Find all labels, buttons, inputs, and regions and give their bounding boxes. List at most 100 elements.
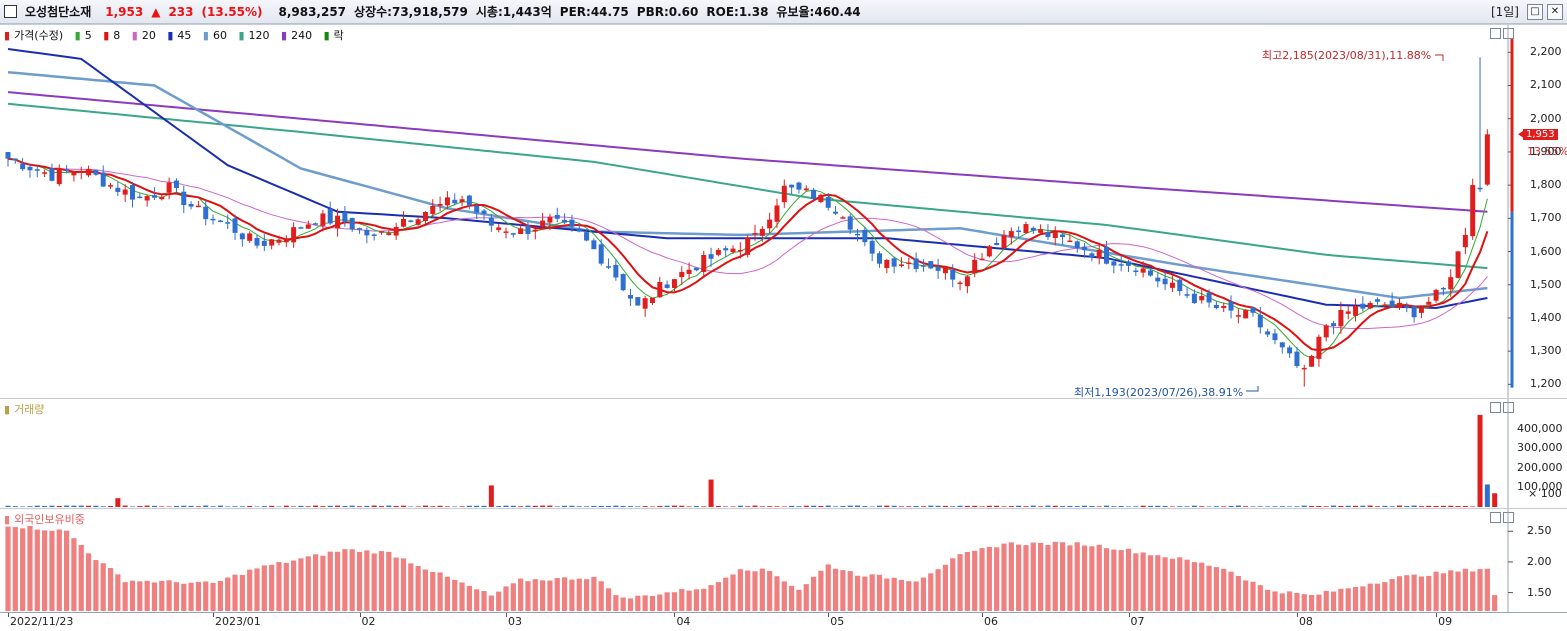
foreign-bar bbox=[489, 596, 494, 611]
candle-body bbox=[650, 298, 655, 303]
maximize-icon[interactable]: □ bbox=[1527, 4, 1543, 20]
candle-body bbox=[482, 211, 487, 214]
foreign-bar bbox=[130, 581, 135, 611]
date-tick bbox=[506, 613, 507, 617]
volume-bar bbox=[181, 506, 186, 507]
period-selector[interactable]: [1일] bbox=[1491, 3, 1519, 20]
legend-ma20[interactable]: ▮20 bbox=[132, 29, 160, 42]
foreign-bar bbox=[723, 578, 728, 611]
volume-bar bbox=[496, 506, 501, 507]
legend-foreign[interactable]: ▮외국인보유비중 bbox=[4, 513, 89, 526]
foreign-bar bbox=[1397, 576, 1402, 611]
foreign-bar bbox=[313, 554, 318, 611]
candle-body bbox=[262, 241, 267, 246]
foreign-bar bbox=[796, 590, 801, 611]
foreign-bar bbox=[335, 552, 340, 611]
close-icon[interactable]: ✕ bbox=[1547, 4, 1563, 20]
foreign-bar bbox=[401, 558, 406, 611]
volume-bar bbox=[753, 506, 758, 507]
stock-name[interactable]: 오성첨단소재 bbox=[25, 3, 91, 20]
legend-price[interactable]: ▮가격(수정) bbox=[4, 29, 67, 42]
volume-bar bbox=[1316, 506, 1321, 507]
volume-bar bbox=[591, 506, 596, 507]
select-checkbox[interactable] bbox=[4, 5, 17, 18]
candle-body bbox=[753, 233, 758, 235]
foreign-chart[interactable] bbox=[0, 509, 1567, 613]
volume-bar bbox=[1185, 506, 1190, 507]
price-chart[interactable] bbox=[0, 25, 1567, 399]
legend-ma45[interactable]: ▮45 bbox=[167, 29, 195, 42]
foreign-bar bbox=[1082, 545, 1087, 611]
volume-tick-label: × 100 bbox=[1528, 487, 1562, 500]
volume-bar bbox=[1038, 506, 1043, 507]
candle-body bbox=[657, 282, 662, 297]
legend-ma5[interactable]: ▮5 bbox=[75, 29, 96, 42]
legend-ma120[interactable]: ▮120 bbox=[238, 29, 273, 42]
volume-bar bbox=[269, 506, 274, 507]
legend-ex-rights[interactable]: ▮락 bbox=[324, 29, 348, 42]
candle-body bbox=[115, 188, 120, 192]
foreign-bar bbox=[1236, 576, 1241, 611]
candle-body bbox=[1133, 270, 1138, 272]
volume-bar bbox=[1492, 493, 1497, 507]
foreign-bar bbox=[1250, 582, 1255, 611]
candle-body bbox=[1243, 310, 1248, 318]
volume-bar bbox=[928, 506, 933, 507]
candle-body bbox=[958, 283, 963, 285]
foreign-bar bbox=[826, 564, 831, 611]
volume-bar bbox=[555, 506, 560, 507]
volume-bar bbox=[1338, 506, 1343, 507]
candle-body bbox=[1346, 311, 1351, 313]
volume-tick-label: 400,000 bbox=[1517, 422, 1563, 435]
candle-body bbox=[533, 230, 538, 232]
volume-bar bbox=[877, 506, 882, 507]
foreign-bar bbox=[811, 577, 816, 611]
volume-bar bbox=[577, 506, 582, 507]
candle-body bbox=[137, 197, 142, 199]
foreign-bar bbox=[1382, 582, 1387, 611]
candle-body bbox=[225, 222, 230, 224]
volume-bar bbox=[1456, 506, 1461, 507]
volume-bar bbox=[650, 506, 655, 507]
volume-bar bbox=[474, 506, 479, 507]
legend-volume[interactable]: ▮거래량 bbox=[4, 403, 48, 416]
volume-bar bbox=[884, 506, 889, 507]
candle-body bbox=[1331, 323, 1336, 326]
candle-body bbox=[1111, 261, 1116, 265]
candle-body bbox=[152, 195, 157, 198]
foreign-bar bbox=[525, 581, 530, 611]
foreign-bar bbox=[188, 583, 193, 611]
volume-chart[interactable] bbox=[0, 399, 1567, 509]
legend-ma60[interactable]: ▮60 bbox=[203, 29, 231, 42]
foreign-bar bbox=[1133, 553, 1138, 611]
candle-body bbox=[1075, 241, 1080, 248]
legend-ma240[interactable]: ▮240 bbox=[281, 29, 316, 42]
volume-bar bbox=[350, 506, 355, 507]
volume-bar bbox=[284, 506, 289, 507]
foreign-bar bbox=[518, 579, 523, 611]
candle-body bbox=[108, 185, 113, 187]
candle-body bbox=[621, 274, 626, 290]
date-tick-label: 04 bbox=[676, 615, 690, 628]
candle-body bbox=[1258, 315, 1263, 327]
volume-bar bbox=[1199, 506, 1204, 507]
candle-body bbox=[1192, 294, 1197, 303]
foreign-bar bbox=[1155, 555, 1160, 611]
legend-ma8[interactable]: ▮8 bbox=[103, 29, 124, 42]
foreign-bar bbox=[20, 528, 25, 611]
candle-body bbox=[840, 217, 845, 219]
candle-body bbox=[64, 169, 69, 171]
volume-bar bbox=[276, 506, 281, 507]
foreign-bar bbox=[159, 581, 164, 611]
volume-bar bbox=[1404, 506, 1409, 507]
volume-bar bbox=[1382, 506, 1387, 507]
candle-body bbox=[1448, 277, 1453, 289]
price-change-pct: (13.55%) bbox=[202, 5, 263, 19]
candle-body bbox=[247, 233, 252, 240]
candle-body bbox=[965, 276, 970, 286]
candle-body bbox=[401, 219, 406, 227]
candle-body bbox=[1456, 251, 1461, 277]
volume-bar bbox=[174, 506, 179, 507]
volume-bar bbox=[1280, 506, 1285, 507]
candle-body bbox=[357, 228, 362, 230]
